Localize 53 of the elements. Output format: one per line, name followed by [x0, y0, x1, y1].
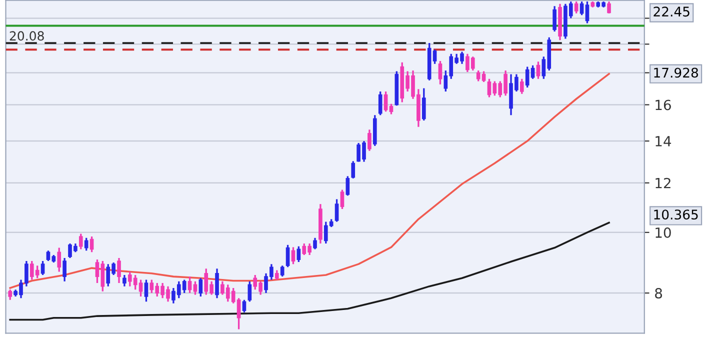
- candlestick: [117, 257, 121, 284]
- candlestick: [198, 277, 203, 298]
- candlestick: [248, 280, 252, 302]
- candlestick: [313, 237, 317, 250]
- y-tick-label: 8: [655, 288, 662, 298]
- y-tick-label: 14: [656, 136, 672, 146]
- text: 10.365: [654, 210, 698, 220]
- candlestick: [8, 288, 12, 301]
- candlestick: [607, 0, 611, 14]
- candlestick: [286, 244, 290, 268]
- candlestick: [90, 236, 94, 253]
- candlestick: [242, 299, 246, 314]
- candlestick: [95, 258, 100, 284]
- candlestick: [193, 280, 198, 296]
- candlestick: [585, 0, 590, 24]
- candlestick: [520, 78, 524, 95]
- candlestick: [351, 160, 356, 180]
- y-tick-label: 16: [656, 100, 671, 110]
- candlestick: [574, 0, 578, 14]
- candlestick: [378, 90, 382, 116]
- candlestick: [389, 103, 394, 116]
- candlestick: [291, 246, 296, 265]
- y-tick-label: 10: [656, 227, 671, 238]
- candlestick: [438, 60, 442, 86]
- candlestick: [100, 260, 105, 292]
- line-series: [9, 222, 610, 321]
- candlestick: [78, 232, 83, 250]
- candlestick: [188, 276, 192, 294]
- text: 17.928: [654, 68, 698, 78]
- candlestick: [346, 175, 350, 196]
- candlestick: [84, 237, 88, 252]
- y-tick-label: 12: [656, 178, 670, 188]
- candlestick: [536, 60, 540, 80]
- candlestick: [144, 278, 148, 302]
- candlestick: [340, 188, 344, 210]
- candlestick: [368, 128, 372, 152]
- candlestick: [122, 274, 126, 288]
- candlestick: [580, 0, 584, 16]
- candlestick: [487, 78, 492, 98]
- ref-line-label: 20.08: [10, 31, 44, 41]
- candlestick: [552, 5, 556, 32]
- candlestick: [57, 246, 62, 273]
- candlestick: [40, 260, 45, 276]
- candlestick: [215, 268, 219, 299]
- candlestick: [296, 246, 301, 263]
- candlestick: [422, 87, 426, 122]
- candlestick: [384, 90, 388, 112]
- candlestick: [46, 250, 50, 262]
- candlestick: [280, 264, 284, 278]
- candlestick: [274, 269, 279, 281]
- candlestick: [62, 257, 66, 282]
- text: 22.45: [654, 6, 690, 17]
- candlestick: [334, 198, 339, 223]
